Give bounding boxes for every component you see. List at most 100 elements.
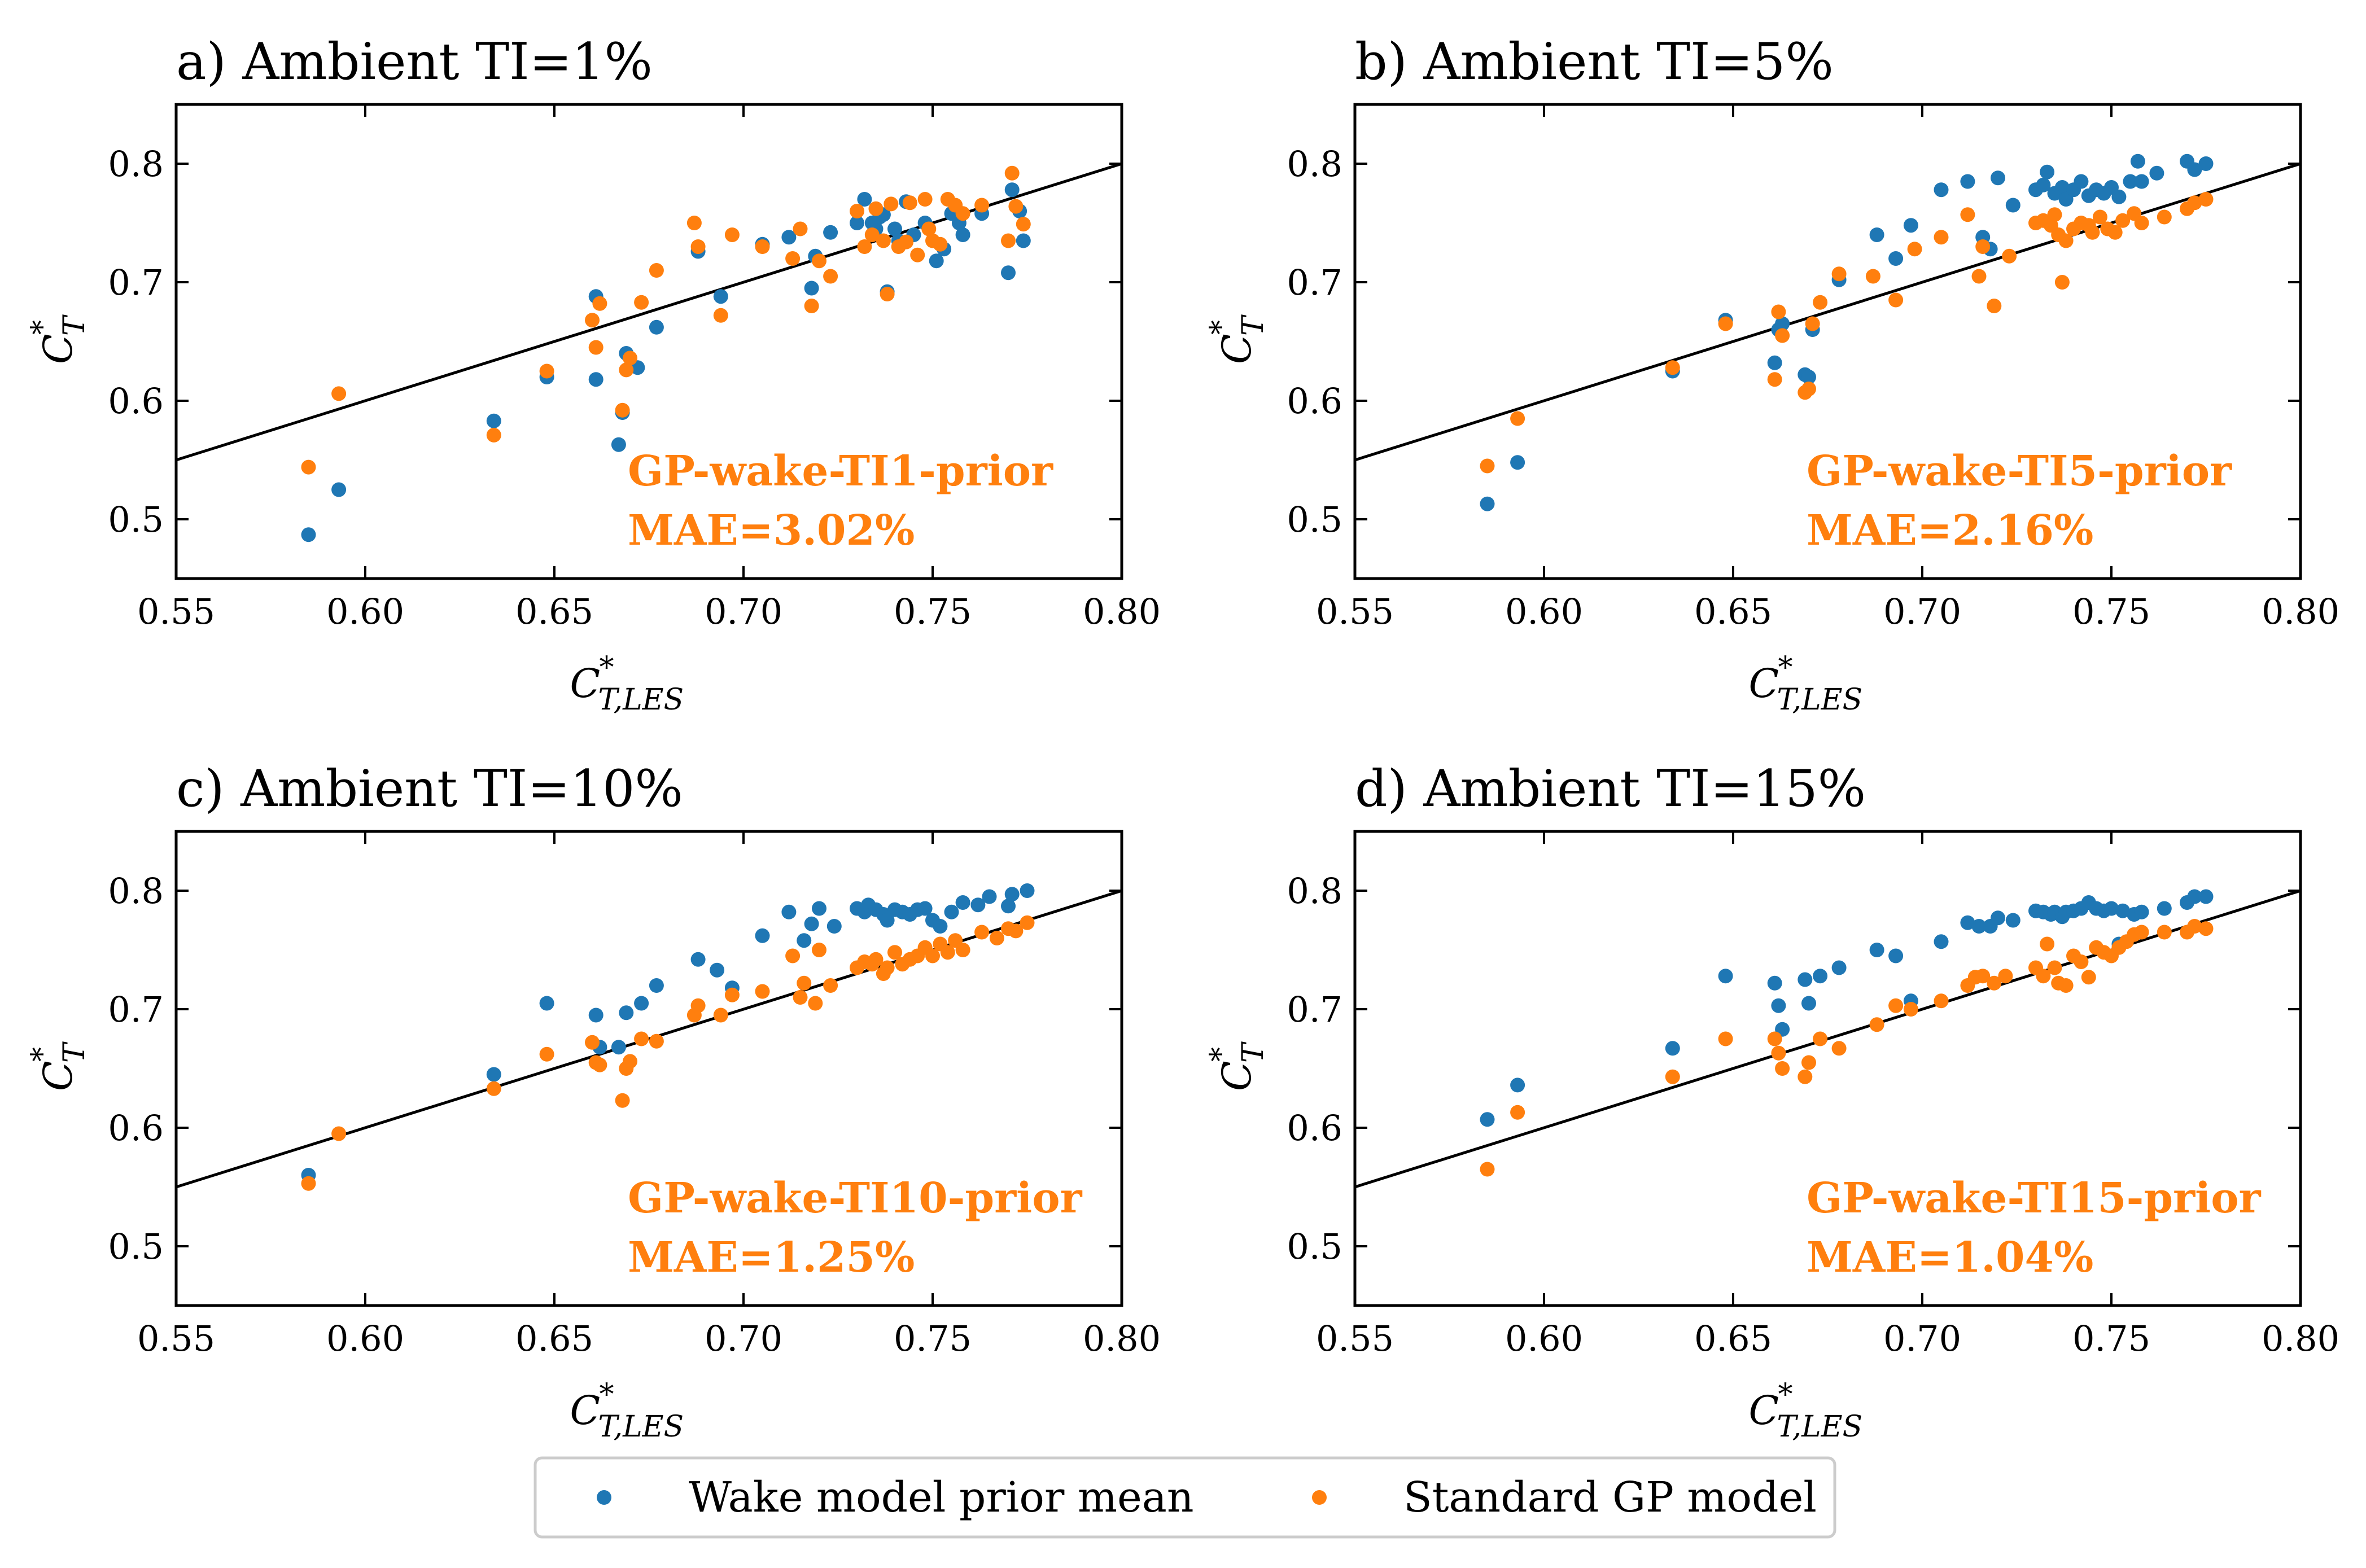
data-point bbox=[1798, 972, 1813, 987]
data-point bbox=[1971, 919, 1987, 934]
data-point bbox=[1510, 411, 1525, 426]
data-point bbox=[876, 233, 891, 248]
data-point bbox=[1771, 1045, 1786, 1061]
x-tick-label: 0.60 bbox=[1505, 591, 1583, 632]
data-point bbox=[2111, 189, 2127, 204]
y-tick-label: 0.8 bbox=[108, 143, 164, 185]
data-point bbox=[686, 216, 702, 230]
panel-title: d) Ambient TI=15% bbox=[1355, 759, 1866, 818]
data-point bbox=[690, 952, 706, 967]
data-point bbox=[588, 372, 603, 387]
data-point bbox=[933, 919, 948, 934]
data-point bbox=[1008, 199, 1024, 214]
data-point bbox=[944, 904, 959, 919]
data-point bbox=[611, 437, 626, 452]
data-point bbox=[755, 239, 770, 254]
data-point bbox=[1831, 960, 1847, 975]
x-tick-label: 0.60 bbox=[326, 591, 404, 632]
data-point bbox=[781, 904, 797, 919]
data-point bbox=[1767, 355, 1782, 370]
data-point bbox=[955, 895, 970, 910]
data-point bbox=[2005, 198, 2020, 213]
data-point bbox=[755, 928, 770, 943]
y-tick-label: 0.8 bbox=[108, 870, 164, 912]
data-point bbox=[1510, 455, 1525, 470]
data-point bbox=[868, 952, 884, 967]
y-axis-label-group: C*T bbox=[1204, 1041, 1270, 1091]
x-tick-label: 0.65 bbox=[1694, 1318, 1772, 1359]
data-point bbox=[713, 308, 728, 323]
x-tick-label: 0.80 bbox=[1083, 1318, 1161, 1359]
data-point bbox=[1767, 372, 1782, 387]
data-point bbox=[1004, 165, 1020, 181]
legend-frame bbox=[533, 1456, 1836, 1539]
data-point bbox=[331, 1126, 347, 1141]
data-point bbox=[724, 987, 740, 1002]
y-tick-label: 0.6 bbox=[1287, 380, 1342, 422]
x-axis-label-sup: * bbox=[1778, 1378, 1793, 1412]
data-point bbox=[1813, 1031, 1828, 1046]
data-point bbox=[1971, 269, 1987, 284]
data-point bbox=[1888, 251, 1904, 266]
data-point bbox=[2157, 925, 2172, 940]
data-point bbox=[713, 1008, 728, 1023]
data-point bbox=[864, 227, 880, 242]
data-point bbox=[1480, 1112, 1495, 1127]
data-point bbox=[1934, 182, 1949, 198]
y-axis-label-sup: * bbox=[1204, 1047, 1238, 1062]
data-point bbox=[974, 925, 990, 940]
data-point bbox=[804, 299, 819, 313]
x-tick-label: 0.60 bbox=[326, 1318, 404, 1359]
x-tick-label: 0.55 bbox=[137, 1318, 215, 1359]
data-point bbox=[917, 192, 933, 207]
data-point bbox=[724, 227, 740, 242]
data-point bbox=[486, 1067, 501, 1082]
data-point bbox=[539, 996, 554, 1011]
data-point bbox=[804, 281, 819, 296]
data-point bbox=[1960, 174, 1975, 189]
x-axis-label: C bbox=[570, 1387, 601, 1434]
data-point bbox=[619, 362, 634, 378]
data-point bbox=[588, 340, 603, 355]
y-tick-label: 0.7 bbox=[1287, 989, 1342, 1030]
data-point bbox=[1888, 292, 1904, 308]
x-axis-label-sup: * bbox=[600, 1378, 614, 1412]
data-point bbox=[1480, 458, 1495, 474]
data-point bbox=[887, 221, 902, 236]
y-axis-label: C bbox=[35, 334, 81, 364]
y-tick-label: 0.8 bbox=[1287, 143, 1342, 185]
data-point bbox=[690, 998, 706, 1013]
data-point bbox=[1888, 998, 1904, 1013]
x-axis-label-sub: T,LES bbox=[1777, 1410, 1863, 1444]
axes-frame bbox=[174, 830, 1123, 1307]
data-point bbox=[539, 363, 554, 379]
model-annotation: GP-wake-TI15-prior bbox=[1807, 1174, 2262, 1223]
reference-line bbox=[1355, 889, 2301, 1189]
data-point bbox=[2187, 162, 2202, 177]
data-point bbox=[486, 413, 501, 428]
data-point bbox=[1767, 1031, 1782, 1046]
data-point bbox=[1934, 230, 1949, 245]
data-point bbox=[713, 289, 728, 304]
data-point bbox=[2115, 903, 2131, 918]
data-point bbox=[649, 1033, 664, 1049]
x-axis-label: C bbox=[1749, 660, 1779, 707]
series-prior bbox=[1480, 889, 2214, 1127]
data-point bbox=[2187, 195, 2202, 211]
data-point bbox=[785, 948, 801, 963]
panel-title: c) Ambient TI=10% bbox=[176, 759, 683, 818]
data-point bbox=[2047, 960, 2062, 975]
x-tick-label: 0.75 bbox=[894, 1318, 972, 1359]
data-point bbox=[2123, 174, 2138, 189]
y-axis-label-sup: * bbox=[1204, 320, 1238, 335]
y-tick-label: 0.6 bbox=[1287, 1107, 1342, 1149]
data-point bbox=[1771, 304, 1786, 319]
data-point bbox=[812, 943, 826, 957]
legend: Wake model prior mean Standard GP model bbox=[533, 1456, 1836, 1539]
data-point bbox=[2134, 216, 2149, 230]
y-axis-label: C bbox=[35, 1061, 81, 1091]
y-tick-label: 0.5 bbox=[1287, 1226, 1342, 1267]
data-point bbox=[2134, 925, 2149, 940]
data-point bbox=[982, 889, 997, 904]
